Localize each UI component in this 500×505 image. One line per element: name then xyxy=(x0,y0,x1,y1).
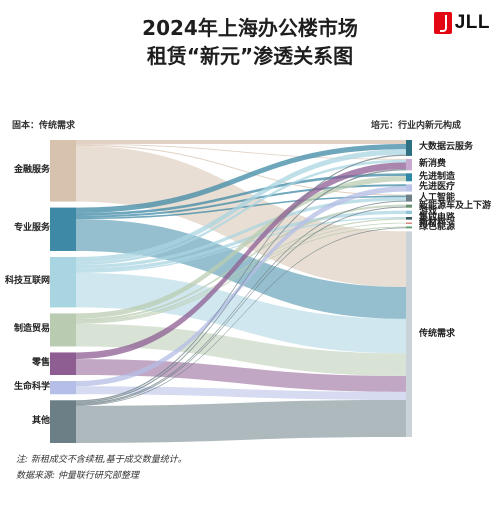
flow-科技互联网-to-游戏 xyxy=(76,210,406,272)
right-column-header: 培元：行业内新元构成 xyxy=(371,121,462,131)
flow-制造贸易-to-先进制造 xyxy=(76,175,406,319)
jll-logo-icon xyxy=(433,12,452,34)
target-label-大数据云服务: 大数据云服务 xyxy=(419,142,474,153)
target-label-新能源车及上下游: 新能源车及上下游 xyxy=(419,200,492,211)
flow-金融服务-to-人工智能 xyxy=(76,144,406,196)
target-label-先进制造: 先进制造 xyxy=(419,171,456,182)
source-label-科技互联网: 科技互联网 xyxy=(4,276,50,287)
flow-生命科学-to-传统需求 xyxy=(76,386,406,400)
target-node-新能源车及上下游 xyxy=(406,204,412,208)
target-node-先进制造 xyxy=(406,173,412,182)
footnote: 注: 新租成交不含续租,基于成交数量统计。 xyxy=(16,455,187,465)
target-label-传统需求: 传统需求 xyxy=(419,328,456,339)
flow-科技互联网-to-新消费 xyxy=(76,159,406,265)
target-node-新消费 xyxy=(406,158,412,171)
target-node-先进医疗 xyxy=(406,184,412,192)
flow-科技互联网-to-传统需求 xyxy=(76,272,406,354)
flow-科技互联网-to-人工智能 xyxy=(76,197,406,269)
source-node-制造贸易 xyxy=(50,313,76,347)
source-node-专业服务 xyxy=(50,207,76,251)
flow-专业服务-to-大数据云服务 xyxy=(76,143,406,213)
brand-name: JLL xyxy=(454,12,490,33)
title-line-2: 租赁“新元”渗透关系图 xyxy=(146,44,354,68)
flow-专业服务-to-传统需求 xyxy=(76,219,406,319)
source-label-专业服务: 专业服务 xyxy=(13,223,50,234)
target-label-人工智能: 人工智能 xyxy=(419,192,456,203)
source-node-科技互联网 xyxy=(50,256,76,308)
flow-其他-to-人工智能 xyxy=(76,200,406,404)
source-node-生命科学 xyxy=(50,380,76,395)
source-label-生命科学: 生命科学 xyxy=(13,381,50,392)
flow-制造贸易-to-新材料 xyxy=(76,222,406,323)
flow-专业服务-to-先进制造 xyxy=(76,173,406,216)
target-label-集成电路: 集成电路 xyxy=(419,212,456,223)
target-label-新消费: 新消费 xyxy=(419,159,447,170)
source-node-零售 xyxy=(50,352,76,375)
target-label-新材料: 新材料 xyxy=(419,217,447,228)
flow-其他-to-传统需求 xyxy=(76,399,406,443)
flow-其他-to-大数据云服务 xyxy=(76,154,406,402)
source-label-零售: 零售 xyxy=(31,357,50,368)
target-node-人工智能 xyxy=(406,194,412,202)
flow-专业服务-to-先进医疗 xyxy=(76,184,406,218)
flow-金融服务-to-新消费 xyxy=(76,143,406,160)
left-column-header: 固本：传统需求 xyxy=(12,121,76,131)
target-node-大数据云服务 xyxy=(406,140,412,156)
flow-制造贸易-to-集成电路 xyxy=(76,218,406,323)
flow-科技互联网-to-大数据云服务 xyxy=(76,149,406,263)
target-node-集成电路 xyxy=(406,217,412,220)
flow-零售-to-新消费 xyxy=(76,162,406,360)
source-label-金融服务: 金融服务 xyxy=(13,164,50,175)
chart-title: 2024年上海办公楼市场 租赁“新元”渗透关系图 xyxy=(0,14,500,70)
data-source: 数据来源: 仲量联行研究部整理 xyxy=(16,471,139,481)
title-line-1: 2024年上海办公楼市场 xyxy=(142,16,358,40)
flow-其他-to-绿色能源 xyxy=(76,227,406,406)
target-node-绿色能源 xyxy=(406,226,412,229)
target-node-游戏 xyxy=(406,210,412,215)
source-node-金融服务 xyxy=(50,140,76,202)
flow-零售-to-传统需求 xyxy=(76,359,406,392)
source-node-其他 xyxy=(50,400,76,443)
source-label-其他: 其他 xyxy=(31,415,50,426)
target-label-绿色能源: 绿色能源 xyxy=(419,221,456,232)
target-node-传统需求 xyxy=(406,231,412,437)
target-label-先进医疗: 先进医疗 xyxy=(419,182,456,193)
flow-其他-to-新消费 xyxy=(76,169,406,403)
brand-logo: JLL xyxy=(433,12,490,34)
target-label-游戏: 游戏 xyxy=(419,206,438,217)
flow-其他-to-新能源车及上下游 xyxy=(76,206,406,406)
flow-金融服务-to-大数据云服务 xyxy=(76,140,406,144)
flow-制造贸易-to-绿色能源 xyxy=(76,226,406,324)
flow-金融服务-to-传统需求 xyxy=(76,145,406,288)
target-node-新材料 xyxy=(406,222,412,224)
source-label-制造贸易: 制造贸易 xyxy=(13,323,50,334)
